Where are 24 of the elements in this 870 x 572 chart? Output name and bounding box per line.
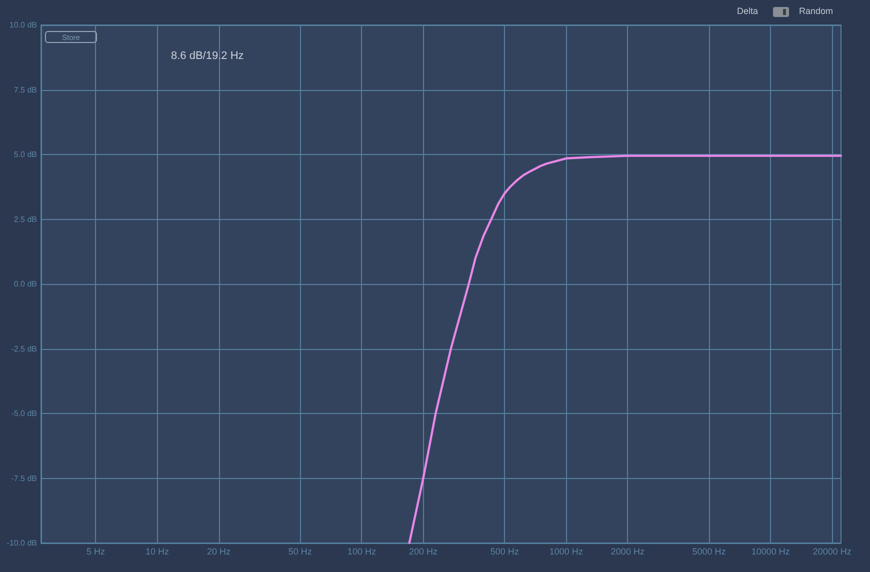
x-tick-label: 20 Hz [207,546,232,556]
y-tick-label: 10.0 dB [9,20,37,30]
x-tick-label: 50 Hz [288,546,312,556]
y-tick-label: 0.0 dB [14,280,37,288]
x-tick-label: 500 Hz [490,546,520,556]
x-tick-label: 200 Hz [408,546,438,556]
x-tick-label: 20000 Hz [812,546,852,556]
y-tick-label: 2.5 dB [14,214,37,224]
y-tick-label: -10.0 dB [6,538,37,548]
y-tick-label: 7.5 dB [14,85,37,94]
x-tick-label: 10 Hz [145,546,170,556]
y-tick-label: -2.5 dB [11,344,37,354]
text: Delta [737,6,758,16]
x-tick-label: 5 Hz [86,546,106,556]
y-tick-label: 5.0 dB [14,150,37,159]
y-tick-label: -7.5 dB [11,474,37,483]
x-tick-label: 1000 Hz [549,546,584,556]
y-tick-label: -5.0 dB [11,409,37,418]
x-tick-label: 10000 Hz [751,546,790,556]
x-tick-label: 2000 Hz [610,546,645,556]
x-tick-label: 100 Hz [347,546,376,556]
x-tick-label: 5000 Hz [692,546,726,556]
text: Random [799,6,834,16]
annotation: 8.6 dB/19.2 Hz [171,50,244,62]
